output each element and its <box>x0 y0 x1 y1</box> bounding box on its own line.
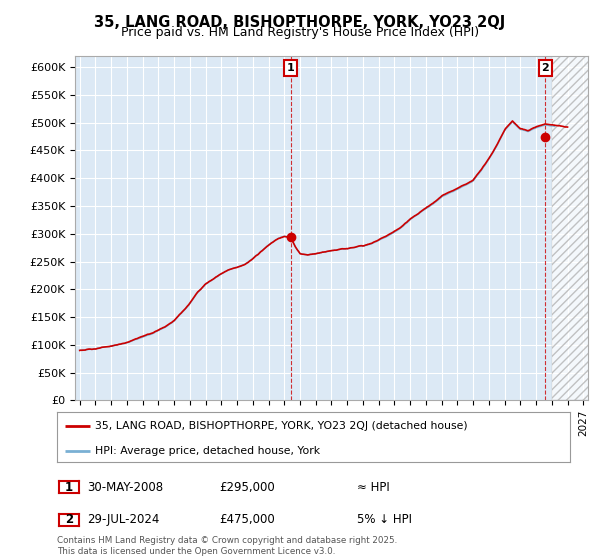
Text: £475,000: £475,000 <box>219 513 275 526</box>
Text: Contains HM Land Registry data © Crown copyright and database right 2025.
This d: Contains HM Land Registry data © Crown c… <box>57 536 397 556</box>
Text: 30-MAY-2008: 30-MAY-2008 <box>87 480 163 494</box>
Text: 2: 2 <box>65 513 73 526</box>
Text: ≈ HPI: ≈ HPI <box>357 480 390 494</box>
Text: 35, LANG ROAD, BISHOPTHORPE, YORK, YO23 2QJ (detached house): 35, LANG ROAD, BISHOPTHORPE, YORK, YO23 … <box>95 421 468 431</box>
Text: £295,000: £295,000 <box>219 480 275 494</box>
Text: 5% ↓ HPI: 5% ↓ HPI <box>357 513 412 526</box>
Text: Price paid vs. HM Land Registry's House Price Index (HPI): Price paid vs. HM Land Registry's House … <box>121 26 479 39</box>
Text: HPI: Average price, detached house, York: HPI: Average price, detached house, York <box>95 446 320 456</box>
Text: 1: 1 <box>65 480 73 494</box>
Text: 2: 2 <box>541 63 549 73</box>
Bar <box>552 56 591 400</box>
Text: 1: 1 <box>287 63 295 73</box>
Text: 35, LANG ROAD, BISHOPTHORPE, YORK, YO23 2QJ: 35, LANG ROAD, BISHOPTHORPE, YORK, YO23 … <box>94 15 506 30</box>
Text: 29-JUL-2024: 29-JUL-2024 <box>87 513 160 526</box>
